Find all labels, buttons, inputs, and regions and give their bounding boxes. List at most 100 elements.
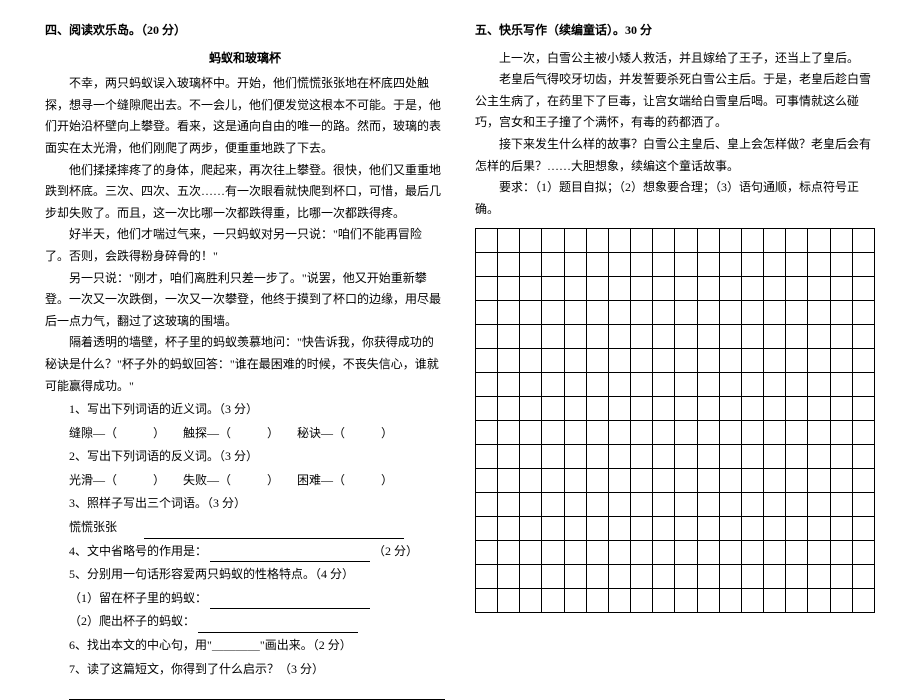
- writing-cell[interactable]: [564, 421, 586, 445]
- writing-cell[interactable]: [697, 517, 719, 541]
- writing-cell[interactable]: [631, 541, 653, 565]
- writing-cell[interactable]: [675, 253, 697, 277]
- writing-cell[interactable]: [631, 373, 653, 397]
- writing-cell[interactable]: [675, 493, 697, 517]
- writing-cell[interactable]: [586, 517, 608, 541]
- writing-cell[interactable]: [808, 397, 830, 421]
- writing-cell[interactable]: [520, 277, 542, 301]
- writing-cell[interactable]: [520, 517, 542, 541]
- writing-cell[interactable]: [786, 277, 808, 301]
- writing-cell[interactable]: [764, 541, 786, 565]
- writing-cell[interactable]: [608, 421, 630, 445]
- writing-cell[interactable]: [719, 421, 741, 445]
- writing-cell[interactable]: [476, 589, 498, 613]
- writing-cell[interactable]: [608, 589, 630, 613]
- writing-cell[interactable]: [631, 325, 653, 349]
- writing-cell[interactable]: [852, 277, 874, 301]
- writing-cell[interactable]: [830, 445, 852, 469]
- writing-cell[interactable]: [830, 565, 852, 589]
- writing-cell[interactable]: [520, 373, 542, 397]
- writing-cell[interactable]: [852, 349, 874, 373]
- writing-cell[interactable]: [741, 349, 763, 373]
- writing-cell[interactable]: [764, 229, 786, 253]
- writing-cell[interactable]: [564, 325, 586, 349]
- writing-grid[interactable]: [475, 228, 875, 613]
- writing-cell[interactable]: [852, 253, 874, 277]
- writing-cell[interactable]: [542, 589, 564, 613]
- writing-cell[interactable]: [542, 565, 564, 589]
- writing-cell[interactable]: [786, 445, 808, 469]
- writing-cell[interactable]: [697, 565, 719, 589]
- writing-cell[interactable]: [476, 469, 498, 493]
- writing-cell[interactable]: [476, 325, 498, 349]
- writing-cell[interactable]: [653, 301, 675, 325]
- writing-cell[interactable]: [852, 469, 874, 493]
- writing-cell[interactable]: [764, 421, 786, 445]
- writing-cell[interactable]: [631, 253, 653, 277]
- writing-cell[interactable]: [653, 421, 675, 445]
- writing-cell[interactable]: [675, 565, 697, 589]
- writing-cell[interactable]: [631, 493, 653, 517]
- writing-cell[interactable]: [476, 301, 498, 325]
- writing-cell[interactable]: [586, 445, 608, 469]
- writing-cell[interactable]: [697, 349, 719, 373]
- writing-cell[interactable]: [608, 277, 630, 301]
- writing-cell[interactable]: [719, 373, 741, 397]
- writing-cell[interactable]: [830, 589, 852, 613]
- writing-cell[interactable]: [786, 373, 808, 397]
- writing-cell[interactable]: [719, 277, 741, 301]
- writing-cell[interactable]: [786, 541, 808, 565]
- writing-cell[interactable]: [542, 229, 564, 253]
- writing-cell[interactable]: [786, 253, 808, 277]
- writing-cell[interactable]: [564, 493, 586, 517]
- writing-cell[interactable]: [830, 325, 852, 349]
- writing-cell[interactable]: [564, 301, 586, 325]
- writing-cell[interactable]: [476, 397, 498, 421]
- writing-cell[interactable]: [564, 469, 586, 493]
- writing-cell[interactable]: [697, 253, 719, 277]
- writing-cell[interactable]: [786, 229, 808, 253]
- writing-cell[interactable]: [764, 349, 786, 373]
- writing-cell[interactable]: [786, 493, 808, 517]
- writing-cell[interactable]: [653, 349, 675, 373]
- writing-cell[interactable]: [653, 445, 675, 469]
- writing-cell[interactable]: [675, 421, 697, 445]
- writing-cell[interactable]: [608, 301, 630, 325]
- writing-cell[interactable]: [830, 421, 852, 445]
- writing-cell[interactable]: [764, 493, 786, 517]
- writing-cell[interactable]: [631, 517, 653, 541]
- blank-line[interactable]: [144, 525, 404, 539]
- writing-cell[interactable]: [808, 565, 830, 589]
- writing-cell[interactable]: [608, 565, 630, 589]
- writing-cell[interactable]: [808, 445, 830, 469]
- writing-cell[interactable]: [498, 589, 520, 613]
- writing-cell[interactable]: [653, 589, 675, 613]
- writing-cell[interactable]: [542, 397, 564, 421]
- writing-cell[interactable]: [498, 349, 520, 373]
- writing-cell[interactable]: [697, 301, 719, 325]
- writing-cell[interactable]: [586, 253, 608, 277]
- writing-cell[interactable]: [564, 229, 586, 253]
- writing-cell[interactable]: [586, 541, 608, 565]
- writing-cell[interactable]: [786, 469, 808, 493]
- writing-cell[interactable]: [476, 517, 498, 541]
- writing-cell[interactable]: [697, 277, 719, 301]
- writing-cell[interactable]: [586, 349, 608, 373]
- writing-cell[interactable]: [675, 517, 697, 541]
- writing-cell[interactable]: [631, 349, 653, 373]
- writing-cell[interactable]: [852, 541, 874, 565]
- writing-cell[interactable]: [852, 517, 874, 541]
- writing-cell[interactable]: [786, 301, 808, 325]
- writing-cell[interactable]: [586, 229, 608, 253]
- writing-cell[interactable]: [786, 325, 808, 349]
- writing-cell[interactable]: [852, 325, 874, 349]
- writing-cell[interactable]: [675, 301, 697, 325]
- writing-cell[interactable]: [852, 445, 874, 469]
- writing-cell[interactable]: [719, 325, 741, 349]
- writing-cell[interactable]: [741, 493, 763, 517]
- writing-cell[interactable]: [830, 229, 852, 253]
- writing-cell[interactable]: [764, 373, 786, 397]
- writing-cell[interactable]: [564, 589, 586, 613]
- writing-cell[interactable]: [808, 373, 830, 397]
- blank-line[interactable]: [198, 619, 358, 633]
